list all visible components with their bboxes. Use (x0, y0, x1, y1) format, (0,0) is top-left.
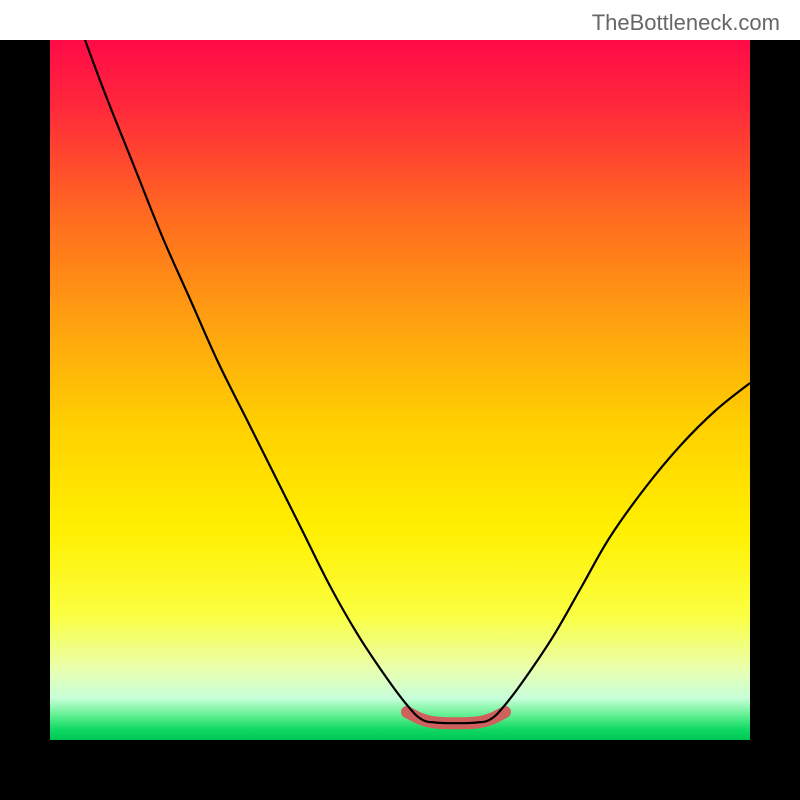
chart-container: TheBottleneck.com (0, 0, 800, 800)
border-right (750, 40, 800, 740)
plot-area (50, 40, 750, 740)
highlight-segment (407, 712, 505, 723)
border-top-left (0, 0, 50, 40)
watermark-text: TheBottleneck.com (592, 10, 780, 36)
main-curve (85, 40, 750, 723)
curve-layer (50, 40, 750, 740)
border-bottom (0, 740, 800, 800)
border-left (0, 40, 50, 740)
